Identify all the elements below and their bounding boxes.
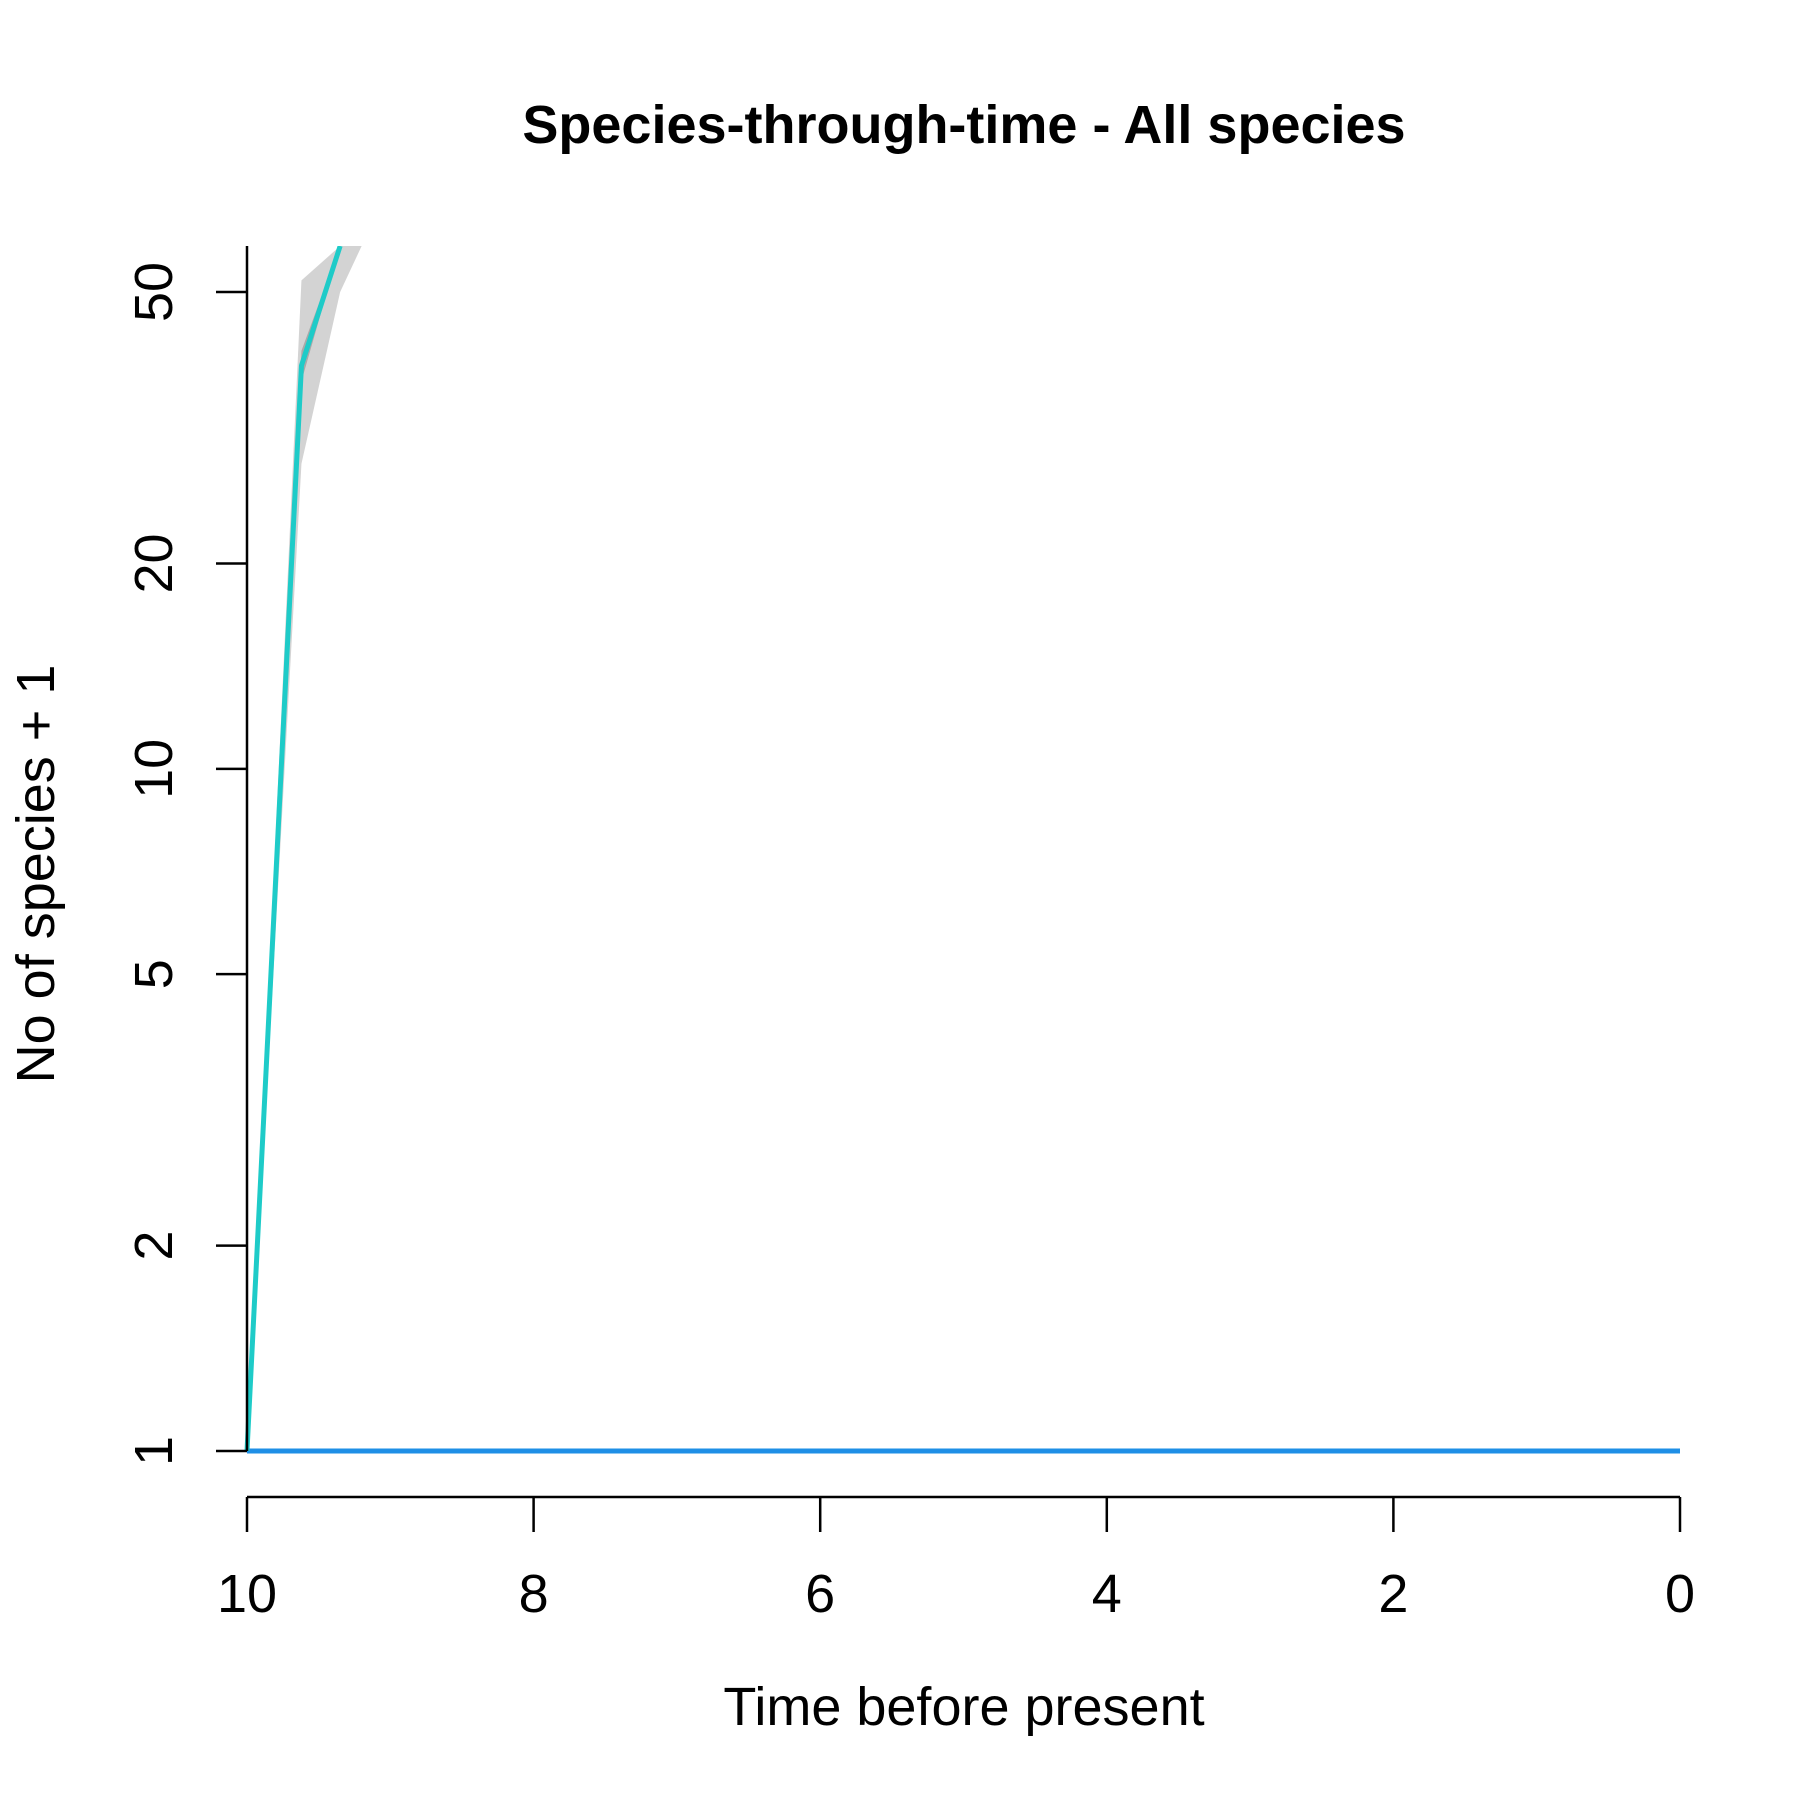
chart-title: Species-through-time - All species xyxy=(522,95,1405,155)
y-tick-label: 1 xyxy=(124,1436,184,1466)
y-tick-label: 20 xyxy=(124,533,184,593)
x-tick-label: 4 xyxy=(1092,1564,1122,1624)
y-tick-label: 5 xyxy=(124,959,184,989)
x-axis-ticks: 10 8 6 4 2 0 xyxy=(217,1497,1695,1624)
x-tick-label: 10 xyxy=(217,1564,277,1624)
x-tick-label: 0 xyxy=(1665,1564,1695,1624)
y-tick-label: 2 xyxy=(124,1231,184,1261)
y-tick-label: 10 xyxy=(124,739,184,799)
confidence-band-1 xyxy=(247,246,362,1451)
x-tick-label: 8 xyxy=(519,1564,549,1624)
x-tick-label: 6 xyxy=(805,1564,835,1624)
y-axis-ticks: 1 2 5 10 20 50 xyxy=(124,262,247,1466)
x-axis-title: Time before present xyxy=(723,1677,1204,1737)
y-tick-label: 50 xyxy=(124,262,184,322)
y-axis-title: No of species + 1 xyxy=(6,665,66,1084)
series-lines xyxy=(244,246,1680,1454)
confidence-bands xyxy=(247,246,362,1451)
confidence-band-2 xyxy=(247,246,341,1451)
series-line-2 xyxy=(244,246,343,1452)
x-tick-label: 2 xyxy=(1378,1564,1408,1624)
